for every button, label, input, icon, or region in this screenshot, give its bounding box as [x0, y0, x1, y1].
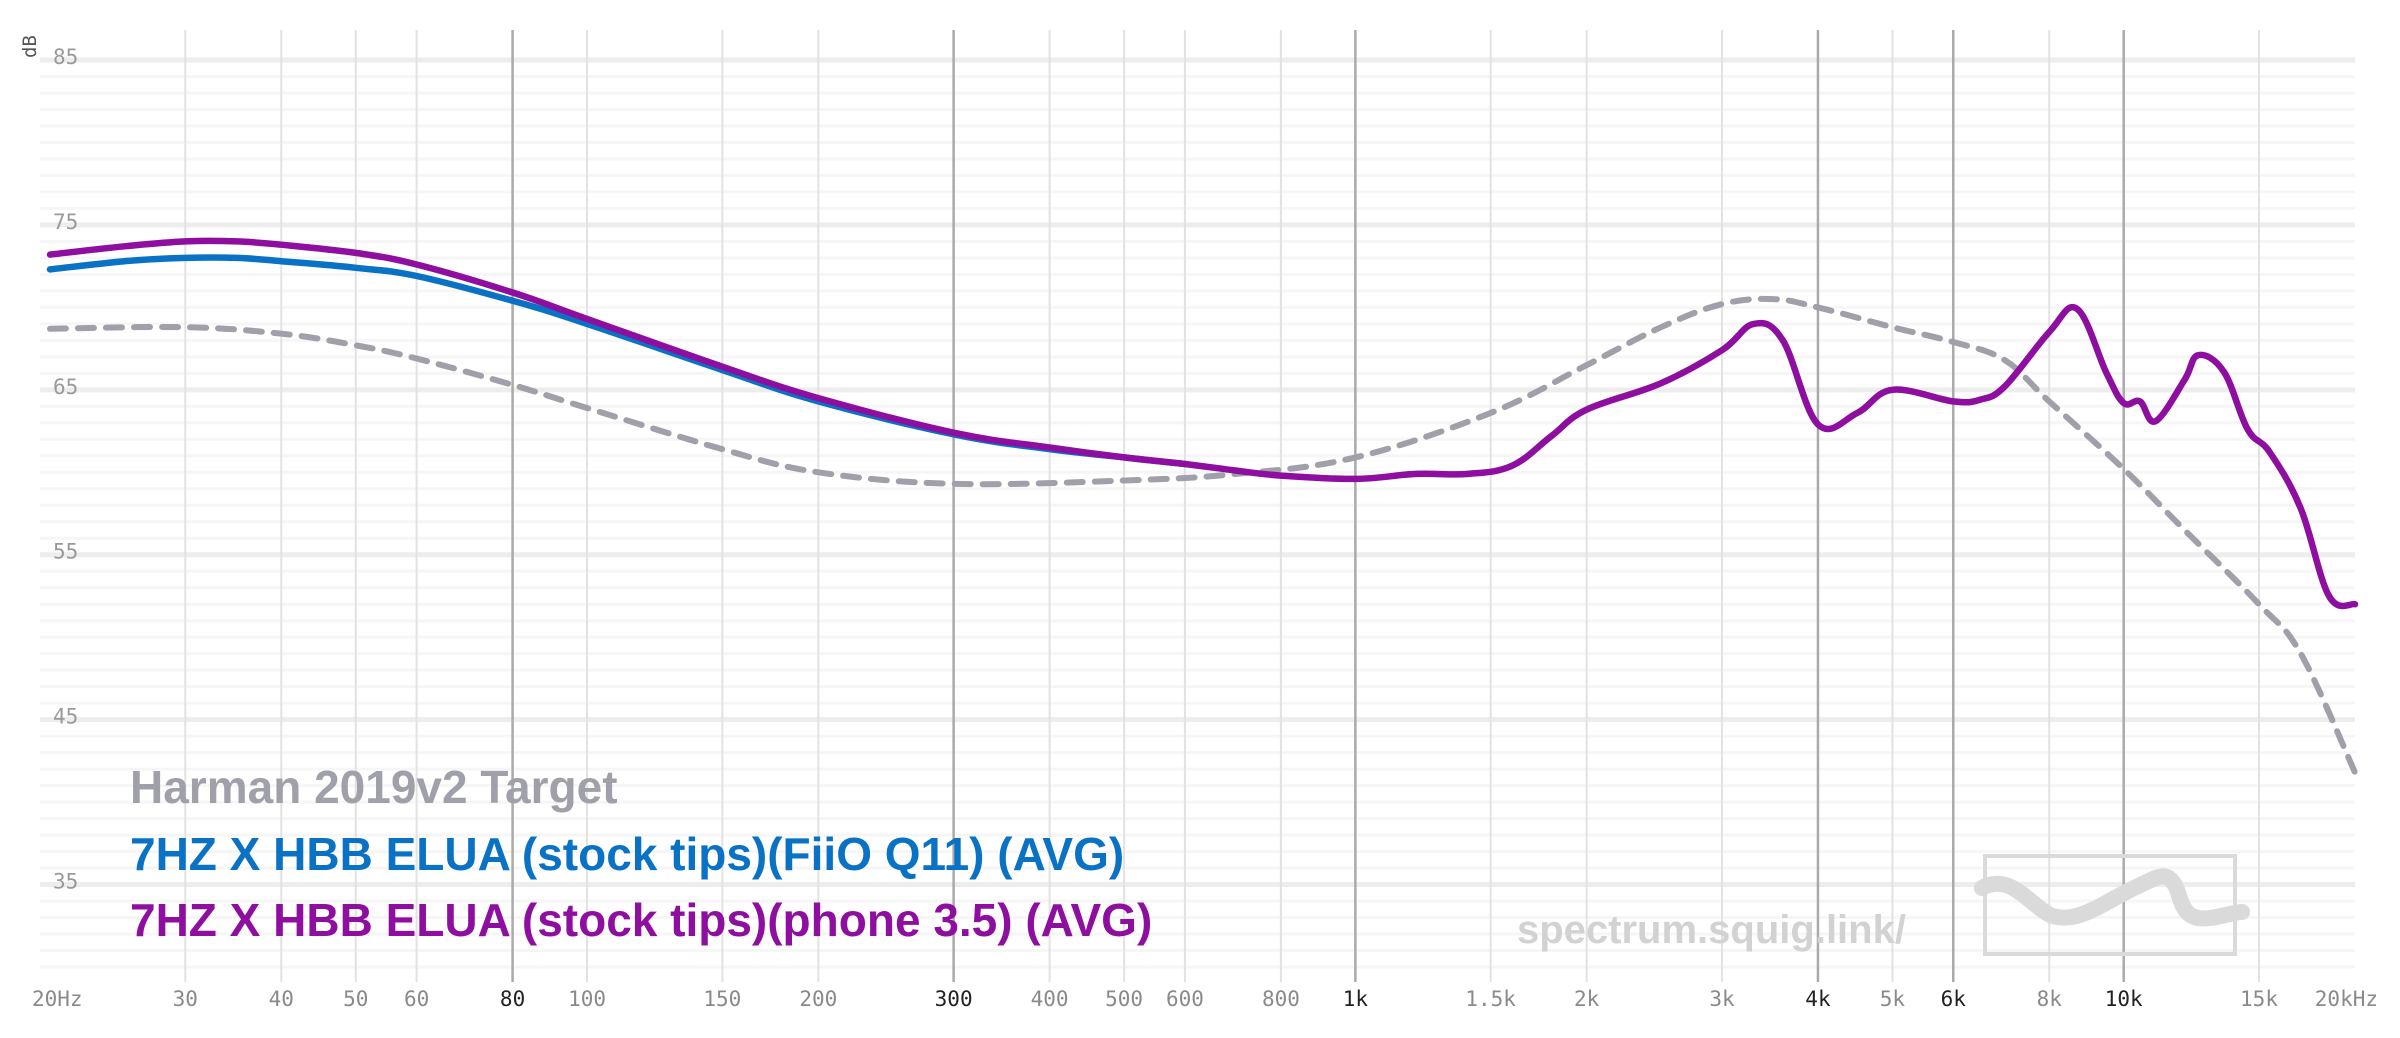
y-tick-label: 35	[53, 870, 78, 894]
x-tick-label: 200	[799, 987, 837, 1011]
x-tick-label: 300	[935, 987, 973, 1011]
y-tick-label: 85	[53, 45, 78, 69]
series-layer	[46, 237, 2359, 776]
x-tick-label: 20kHz	[2315, 987, 2378, 1011]
squiggle-logo-icon	[1974, 854, 2250, 956]
legend-item-target: Harman 2019v2 Target	[130, 761, 618, 813]
x-tick-label: 600	[1166, 987, 1204, 1011]
x-tick-label: 8k	[2037, 987, 2063, 1011]
y-tick-label: 65	[53, 375, 78, 399]
x-tick-label: 2k	[1574, 987, 1600, 1011]
watermark-text: spectrum.squig.link/	[1517, 908, 1906, 952]
x-tick-label: 60	[404, 987, 429, 1011]
x-tick-label: 400	[1031, 987, 1069, 1011]
grid	[40, 30, 2355, 982]
series-line-target	[47, 295, 2358, 776]
legend-item-phone: 7HZ X HBB ELUA (stock tips)(phone 3.5) (…	[130, 894, 1152, 946]
x-tick-label: 6k	[1941, 987, 1967, 1011]
x-tick-label: 40	[269, 987, 294, 1011]
x-tick-label: 1k	[1343, 987, 1369, 1011]
x-tick-label: 30	[173, 987, 198, 1011]
x-tick-label: 800	[1262, 987, 1300, 1011]
x-tick-label: 150	[703, 987, 741, 1011]
x-tick-label: 5k	[1880, 987, 1906, 1011]
x-tick-label: 1.5k	[1465, 987, 1516, 1011]
x-axis: 20Hz 30 40 50 60 80 100 150 200 300 400 500 600 800 1k…	[32, 987, 2378, 1011]
x-tick-label: 10k	[2105, 987, 2143, 1011]
y-axis-label: dB	[19, 35, 41, 58]
x-tick-label: 100	[568, 987, 606, 1011]
legend-item-fiio: 7HZ X HBB ELUA (stock tips)(FiiO Q11) (A…	[130, 828, 1124, 880]
y-tick-label: 55	[53, 540, 78, 564]
x-tick-label: 3k	[1709, 987, 1735, 1011]
y-tick-label: 75	[53, 210, 78, 234]
series-line-fiio-q11	[46, 254, 1189, 468]
series-line-phone	[46, 237, 2359, 610]
y-tick-label: 45	[53, 705, 78, 729]
watermark: spectrum.squig.link/	[1517, 854, 2250, 956]
x-tick-label: 4k	[1805, 987, 1831, 1011]
x-tick-label: 15k	[2240, 987, 2278, 1011]
legend: Harman 2019v2 Target 7HZ X HBB ELUA (sto…	[130, 761, 1152, 946]
x-tick-label: 80	[500, 987, 525, 1011]
x-tick-label: 20Hz	[32, 987, 83, 1011]
y-axis: dB 85 75 65 55 45 35	[19, 35, 78, 893]
x-tick-label: 50	[343, 987, 368, 1011]
x-tick-label: 500	[1105, 987, 1143, 1011]
